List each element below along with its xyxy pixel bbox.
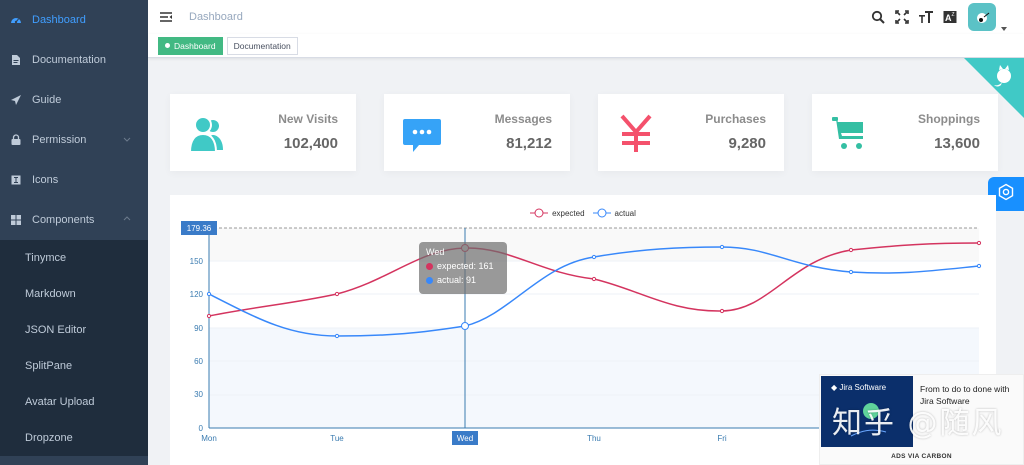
series-dot-icon	[426, 276, 433, 284]
sidebar: Dashboard Documentation Guide Permission…	[0, 0, 148, 465]
card-messages[interactable]: Messages 81,212	[384, 94, 570, 171]
legend-circle-icon	[530, 208, 549, 218]
guide-icon	[10, 94, 22, 106]
sidebar-item-label: Documentation	[32, 54, 106, 66]
ad-brand: ◆ Jira Software	[831, 383, 887, 392]
card-new-visits[interactable]: New Visits 102,400	[170, 94, 356, 171]
card-label: Messages	[494, 112, 552, 126]
watermark: 知乎 @随风	[832, 406, 1004, 441]
card-value: 81,212	[506, 135, 552, 152]
gear-icon	[997, 183, 1015, 206]
submenu-item-json-editor[interactable]: JSON Editor	[25, 324, 87, 336]
people-icon	[188, 114, 228, 154]
card-label: Purchases	[705, 112, 766, 126]
chevron-up-icon	[122, 214, 132, 224]
svg-text:Mon: Mon	[201, 434, 217, 443]
settings-button[interactable]	[988, 177, 1024, 211]
sidebar-item-dashboard[interactable]: Dashboard	[0, 0, 148, 40]
tag-label: Documentation	[233, 40, 291, 51]
lock-icon	[10, 134, 22, 146]
card-shoppings[interactable]: Shoppings 13,600	[812, 94, 998, 171]
active-dot-icon	[165, 43, 170, 48]
legend-label: expected	[552, 208, 585, 218]
tag-dashboard[interactable]: Dashboard	[158, 36, 223, 55]
sidebar-item-components[interactable]: Components	[0, 200, 148, 240]
svg-text:Wed: Wed	[457, 434, 473, 443]
shopping-icon	[830, 114, 870, 154]
fullscreen-icon[interactable]	[894, 9, 910, 25]
svg-text:120: 120	[190, 290, 204, 299]
tooltip-title: Wed	[426, 247, 445, 257]
icons-icon	[10, 174, 22, 186]
svg-text:60: 60	[194, 357, 203, 366]
sidebar-item-permission[interactable]: Permission	[0, 120, 148, 160]
submenu-item-avatar-upload[interactable]: Avatar Upload	[25, 396, 95, 408]
card-label: Shoppings	[918, 112, 980, 126]
sidebar-item-label: Icons	[32, 174, 59, 186]
dashboard-icon	[10, 14, 22, 26]
ad-text[interactable]: From to do to done with Jira Software	[920, 384, 1010, 406]
chart-tooltip: Wed expected: 161 actual: 91	[419, 242, 507, 294]
svg-text:179.36: 179.36	[187, 224, 212, 233]
svg-text:Fri: Fri	[717, 434, 727, 443]
sidebar-item-guide[interactable]: Guide	[0, 80, 148, 120]
documentation-icon	[10, 54, 22, 66]
caret-down-icon[interactable]	[1000, 20, 1008, 31]
submenu-item-markdown[interactable]: Markdown	[25, 288, 76, 300]
series-dot-icon	[426, 262, 433, 270]
submenu-item-dropzone[interactable]: Dropzone	[25, 432, 73, 444]
ad-footer[interactable]: ADS VIA CARBON	[891, 453, 952, 460]
ad-image[interactable]: ◆ Jira Software	[821, 376, 913, 447]
card-purchases[interactable]: Purchases 9,280	[598, 94, 784, 171]
avatar[interactable]	[968, 3, 996, 31]
tooltip-row-expected: expected: 161	[426, 261, 500, 271]
tooltip-value: expected: 161	[437, 261, 494, 271]
legend-circle-icon	[592, 208, 611, 218]
svg-text:Z: Z	[952, 12, 955, 18]
svg-text:Thu: Thu	[587, 434, 601, 443]
sidebar-item-documentation[interactable]: Documentation	[0, 40, 148, 80]
tooltip-row-actual: actual: 91	[426, 275, 500, 285]
carbon-ad[interactable]: ◆ Jira Software From to do to done with …	[819, 374, 1024, 465]
tag-documentation[interactable]: Documentation	[226, 36, 298, 55]
svg-text:0: 0	[199, 424, 204, 433]
sidebar-item-label: Permission	[32, 134, 87, 146]
legend-label: actual	[614, 208, 636, 218]
search-icon[interactable]	[870, 9, 886, 25]
submenu-item-tinymce[interactable]: Tinymce	[25, 252, 67, 264]
sidebar-item-label: Dashboard	[32, 14, 86, 26]
svg-text:30: 30	[194, 390, 203, 399]
svg-text:A: A	[945, 13, 952, 23]
sidebar-item-icons[interactable]: Icons	[0, 160, 148, 200]
money-icon	[616, 114, 656, 154]
svg-text:150: 150	[190, 257, 204, 266]
card-label: New Visits	[278, 112, 338, 126]
message-icon	[402, 114, 442, 154]
card-value: 102,400	[283, 135, 338, 152]
card-value: 13,600	[934, 135, 980, 152]
tooltip-value: actual: 91	[437, 275, 477, 285]
chevron-down-icon	[122, 134, 132, 144]
tags-view: Dashboard Documentation	[148, 34, 1024, 58]
ad-illustration-icon	[850, 403, 887, 437]
card-value: 9,280	[728, 135, 766, 152]
hamburger-icon[interactable]	[159, 10, 173, 24]
tag-label: Dashboard	[174, 40, 216, 51]
sidebar-item-label: Components	[32, 214, 95, 226]
legend-actual[interactable]: actual	[592, 208, 636, 218]
svg-text:Tue: Tue	[330, 434, 344, 443]
submenu-item-splitpane[interactable]: SplitPane	[25, 360, 73, 372]
breadcrumb: Dashboard	[189, 11, 243, 23]
chart-legend: expected actual	[170, 208, 996, 218]
legend-expected[interactable]: expected	[530, 208, 585, 218]
components-icon	[10, 214, 22, 226]
font-size-icon[interactable]	[918, 9, 934, 25]
svg-text:90: 90	[194, 324, 203, 333]
components-submenu: Tinymce Markdown JSON Editor SplitPane A…	[0, 240, 148, 456]
sidebar-item-label: Guide	[32, 94, 62, 106]
github-corner[interactable]	[964, 58, 1024, 118]
